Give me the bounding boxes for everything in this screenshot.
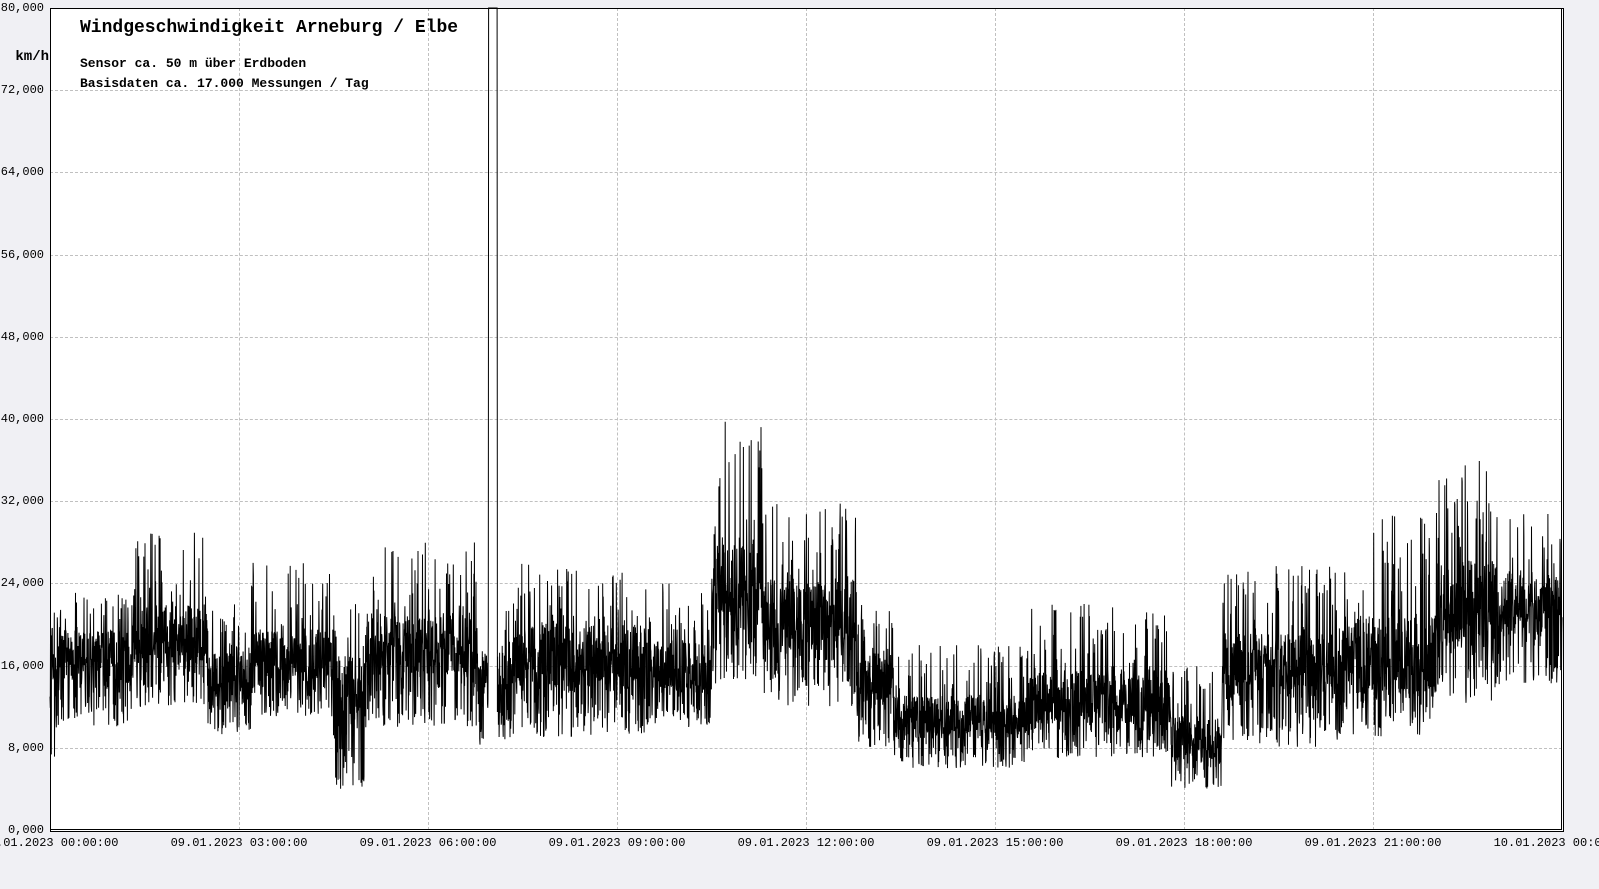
chart-container: 0,0008,00016,00024,00032,00040,00048,000… (0, 0, 1599, 889)
chart-line-svg (0, 0, 1599, 889)
wind-speed-line (50, 8, 1562, 789)
